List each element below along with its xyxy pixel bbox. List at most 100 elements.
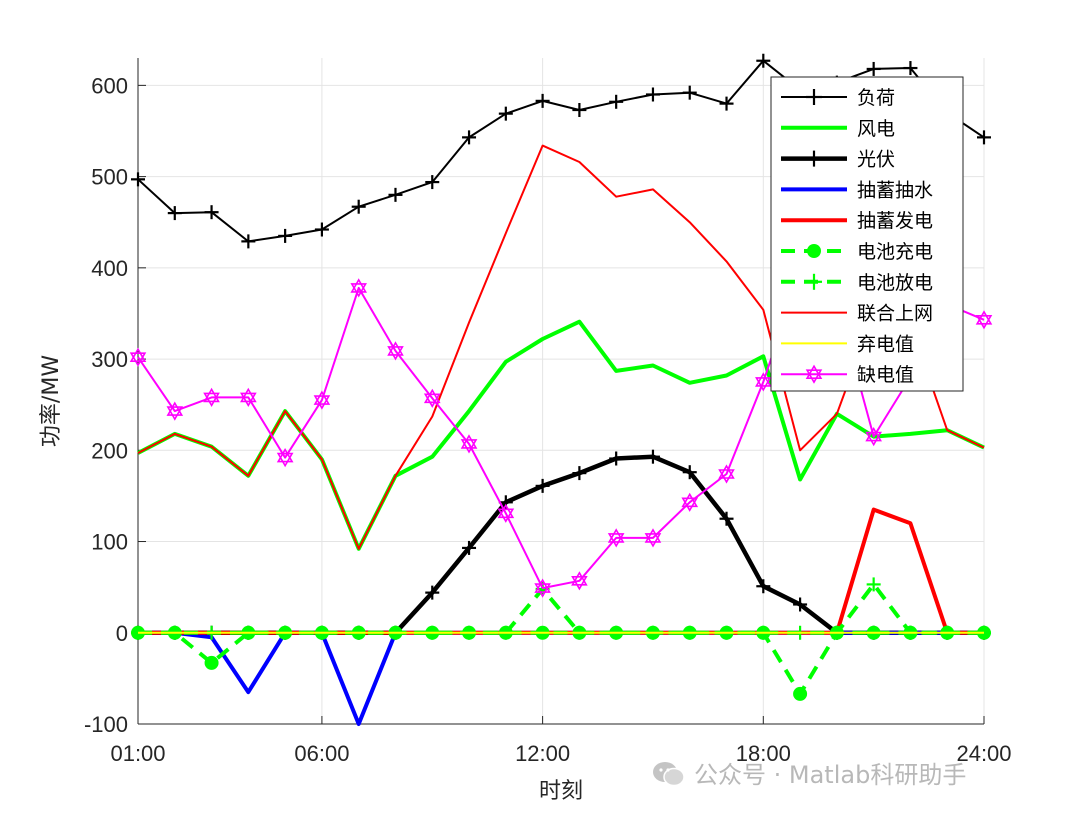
marker-tri-up xyxy=(166,401,184,416)
data-point xyxy=(793,686,808,701)
marker-tri-down xyxy=(460,439,478,454)
marker-tri-up xyxy=(681,492,699,508)
marker-tri-up xyxy=(571,571,588,586)
legend-marker xyxy=(806,273,822,290)
marker-tri-down xyxy=(865,431,882,447)
x-tick-label: 06:00 xyxy=(294,741,349,766)
legend-label: 负荷 xyxy=(857,87,895,109)
data-point xyxy=(131,172,145,187)
data-point xyxy=(865,427,882,447)
marker-tri-up xyxy=(718,464,735,479)
data-point xyxy=(866,61,881,76)
x-tick-label: 12:00 xyxy=(515,741,570,766)
data-point xyxy=(645,449,660,464)
y-tick-label: 600 xyxy=(91,73,128,98)
data-point xyxy=(425,175,440,190)
legend-label: 缺电值 xyxy=(857,364,914,386)
marker-tri-down xyxy=(644,533,662,548)
series-5 xyxy=(131,625,991,701)
marker-tri-down xyxy=(805,369,823,384)
data-point xyxy=(276,448,294,468)
marker-tri-down xyxy=(203,392,220,407)
data-point xyxy=(204,205,219,220)
marker-tri-up xyxy=(755,372,772,387)
marker-tri-up xyxy=(350,278,367,293)
y-tick-label: 300 xyxy=(91,347,128,372)
data-point xyxy=(571,571,588,591)
legend-entry-5: 电池充电 xyxy=(781,241,933,263)
data-point xyxy=(313,390,331,410)
data-point xyxy=(682,465,697,480)
data-point xyxy=(350,278,367,298)
data-point xyxy=(167,206,182,221)
data-point xyxy=(718,464,735,484)
series-3 xyxy=(138,630,984,726)
data-point xyxy=(756,579,771,594)
marker-tri-up xyxy=(534,578,551,593)
marker-tri-up xyxy=(607,528,625,543)
marker-tri-down xyxy=(607,533,625,548)
series-7 xyxy=(137,144,985,550)
data-point xyxy=(609,94,624,109)
watermark: 公众号 · Matlab科研助手 xyxy=(652,755,966,790)
data-point xyxy=(609,451,624,466)
marker-tri-down xyxy=(571,575,588,591)
series-6 xyxy=(131,577,991,640)
legend-marker xyxy=(805,364,823,384)
series-4 xyxy=(138,507,984,635)
legend-entry-3: 抽蓄抽水 xyxy=(781,179,933,201)
legend-label: 电池放电 xyxy=(857,272,933,294)
data-point xyxy=(462,130,477,145)
data-point xyxy=(607,528,625,548)
marker-tri-down xyxy=(534,583,551,598)
marker-tri-down xyxy=(423,393,441,408)
watermark-text: 公众号 · Matlab科研助手 xyxy=(694,761,967,789)
series-line xyxy=(138,630,984,726)
legend-entry-9: 缺电值 xyxy=(781,364,914,386)
legend-entry-7: 联合上网 xyxy=(781,303,933,325)
legend-label: 风电 xyxy=(857,118,895,140)
legend-label: 抽蓄发电 xyxy=(857,210,933,232)
marker-tri-down xyxy=(497,508,515,523)
marker-tri-down xyxy=(681,497,699,512)
y-tick-label: 200 xyxy=(91,438,128,463)
data-point xyxy=(645,87,660,102)
data-point xyxy=(425,585,440,600)
data-point xyxy=(644,528,662,548)
data-point xyxy=(388,187,403,202)
tick-labels: -100 0 100 200 300 400 500 600 01:00 06:00 12:00 18… xyxy=(84,73,1012,766)
legend-label: 弃电值 xyxy=(857,333,914,355)
data-point xyxy=(314,222,329,237)
marker-tri-down xyxy=(350,283,367,298)
legend-entry-6: 电池放电 xyxy=(781,272,933,294)
y-tick-label: 500 xyxy=(91,165,128,190)
data-point xyxy=(498,495,513,510)
data-point xyxy=(240,387,257,407)
marker-tri-up xyxy=(423,388,441,404)
data-point xyxy=(203,387,220,407)
y-axis-label: 功率/MW xyxy=(39,355,64,447)
data-point xyxy=(129,347,147,367)
legend-label: 电池充电 xyxy=(857,241,933,263)
data-point xyxy=(497,503,515,523)
data-point xyxy=(755,372,772,392)
data-point xyxy=(351,199,366,214)
marker-tri-down xyxy=(387,346,404,361)
marker-tri-down xyxy=(313,395,331,410)
data-point xyxy=(535,478,550,493)
marker-tri-up xyxy=(240,387,257,403)
marker-tri-down xyxy=(975,314,993,330)
marker-tri-down xyxy=(718,469,735,484)
y-tick-label: 400 xyxy=(91,256,128,281)
data-point xyxy=(866,577,881,592)
data-point xyxy=(572,466,587,481)
data-point xyxy=(793,597,808,612)
data-point xyxy=(756,53,771,68)
data-point xyxy=(462,540,477,555)
data-point xyxy=(534,578,551,598)
marker-tri-up xyxy=(313,390,331,405)
data-point xyxy=(719,511,734,526)
marker-tri-up xyxy=(975,310,993,325)
